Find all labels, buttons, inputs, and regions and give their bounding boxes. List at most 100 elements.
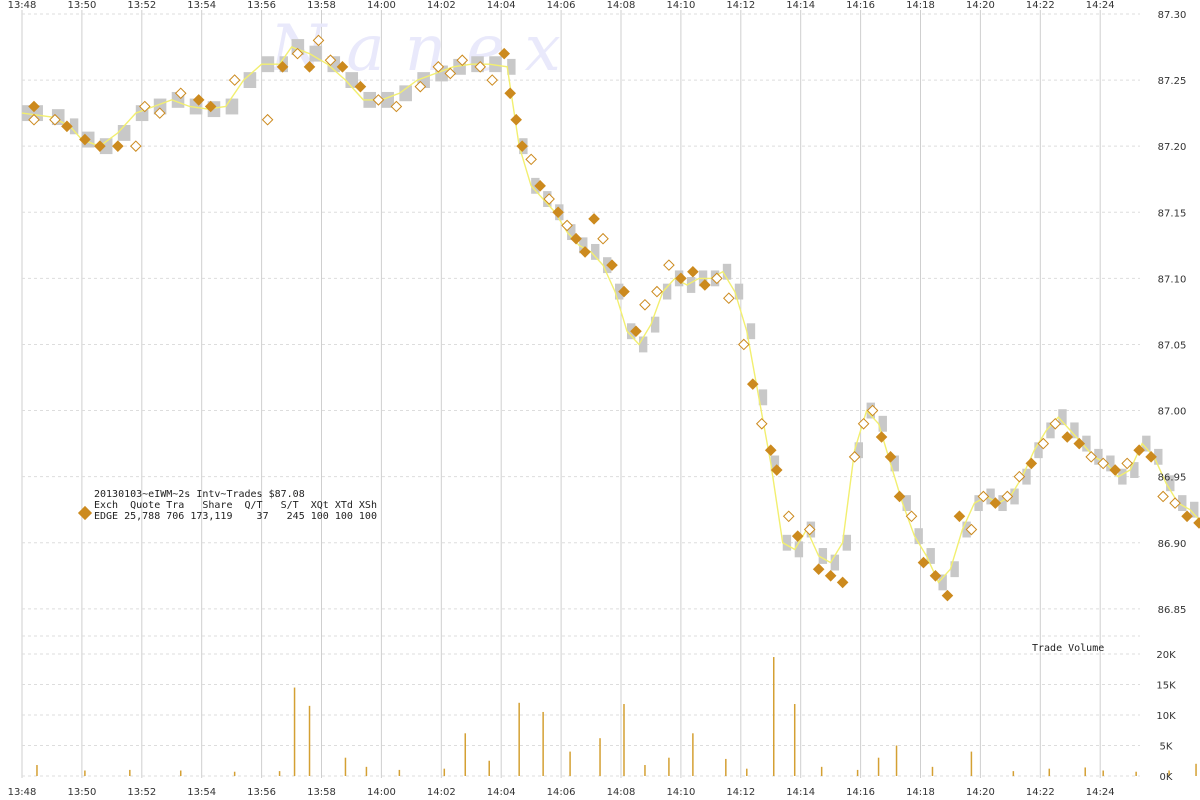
- legend-title: 20130103~eIWM~2s Intv~Trades $87.08: [94, 489, 305, 500]
- nbbo-band-segment: [1118, 468, 1127, 485]
- x-tick-label-top: 14:06: [547, 0, 576, 11]
- volume-bar: [488, 760, 490, 776]
- volume-bar: [1084, 767, 1086, 776]
- volume-bar: [398, 769, 401, 776]
- x-tick-label-top: 14:14: [786, 0, 815, 11]
- volume-bar: [970, 751, 973, 776]
- trade-marker: [444, 67, 457, 80]
- volume-bar: [365, 766, 368, 776]
- trade-marker: [1145, 451, 1157, 463]
- volume-bar: [793, 704, 796, 776]
- trade-marker: [28, 100, 40, 113]
- trade-marker: [543, 193, 555, 205]
- nbbo-band-segment: [914, 528, 923, 545]
- trade-marker: [534, 180, 546, 192]
- trade-marker: [1121, 457, 1133, 470]
- nbbo-band-segment: [1094, 448, 1103, 465]
- x-tick-label-bottom: 13:56: [247, 787, 276, 798]
- trade-marker: [651, 285, 663, 298]
- price-tick-label: 87.05: [1158, 340, 1187, 351]
- volume-bar: [464, 733, 467, 776]
- nbbo-band-segment: [782, 534, 792, 551]
- nbbo-band-segment: [22, 105, 43, 122]
- volume-bar: [772, 657, 775, 776]
- nbbo-band-segment: [926, 548, 935, 564]
- nbbo-band-segment: [399, 85, 412, 102]
- nbbo-band-segment: [818, 548, 828, 564]
- trade-marker: [675, 272, 687, 285]
- trade-marker: [1133, 444, 1145, 457]
- price-tick-label: 87.10: [1158, 274, 1187, 285]
- trade-marker: [884, 451, 897, 463]
- x-tick-label-top: 14:04: [487, 0, 516, 11]
- trade-marker: [456, 54, 469, 67]
- price-tick-label: 87.15: [1158, 208, 1187, 219]
- trade-marker: [639, 298, 651, 311]
- trade-marker: [579, 246, 591, 258]
- nbbo-band-segment: [1034, 442, 1043, 459]
- trade-marker: [803, 523, 816, 536]
- trade-marker: [893, 490, 906, 503]
- nbbo-band-segment: [117, 125, 131, 141]
- price-tick-label: 86.85: [1158, 605, 1187, 616]
- volume-bar: [344, 757, 347, 776]
- trade-marker: [630, 325, 642, 338]
- volume-bar: [308, 705, 311, 776]
- x-tick-label-bottom: 14:06: [547, 787, 576, 798]
- x-tick-label-bottom: 13:58: [307, 787, 336, 798]
- nbbo-band-segment: [722, 263, 732, 280]
- nbbo-band-segment: [309, 45, 323, 62]
- volume-bar: [36, 765, 38, 776]
- x-tick-label-bottom: 13:54: [187, 787, 216, 798]
- volume-tick-label: 15K: [1156, 681, 1176, 692]
- volume-panel-title: Trade Volume: [1032, 643, 1104, 654]
- x-tick-label-top: 14:24: [1086, 0, 1115, 11]
- trade-marker: [699, 279, 711, 291]
- volume-bar: [443, 768, 446, 776]
- nbbo-band-segment: [842, 534, 852, 551]
- x-tick-label-bottom: 14:12: [726, 787, 755, 798]
- trade-marker: [723, 292, 735, 304]
- trade-marker: [663, 259, 675, 271]
- volume-bar: [1048, 768, 1051, 776]
- volume-bar: [644, 765, 646, 776]
- trade-marker: [414, 80, 427, 93]
- nbbo-band-segment: [1070, 422, 1079, 439]
- nbbo-band-segment: [770, 455, 780, 472]
- volume-bar: [1195, 763, 1197, 776]
- nbbo-band-segment: [902, 495, 911, 512]
- trade-marker: [770, 464, 783, 476]
- trade-marker: [905, 510, 918, 523]
- trade-marker: [261, 113, 274, 126]
- volume-bar: [1168, 770, 1170, 776]
- trade-marker: [965, 523, 978, 536]
- trade-marker-layer: [28, 34, 1200, 602]
- legend-header: Exch Quote Tra Share Q/T S/T XQt XTd XSh: [94, 500, 377, 511]
- nbbo-band-segment: [830, 554, 840, 571]
- x-tick-label-bottom: 14:04: [487, 787, 516, 798]
- trade-marker: [1073, 437, 1086, 450]
- volume-bar: [820, 766, 823, 776]
- trade-marker: [588, 213, 600, 225]
- trade-marker: [61, 120, 73, 133]
- nbbo-band-segment: [1130, 462, 1139, 478]
- trade-marker: [746, 378, 759, 390]
- trade-marker: [516, 140, 528, 152]
- trade-marker: [953, 510, 966, 523]
- trade-marker: [204, 100, 217, 113]
- x-tick-label-top: 13:52: [127, 0, 156, 11]
- nbbo-band-segment: [746, 323, 756, 340]
- nbbo-band-segment: [591, 243, 600, 260]
- trade-marker: [130, 140, 142, 152]
- nbbo-band-segment: [734, 283, 744, 300]
- nbbo-band-segment: [1106, 455, 1115, 472]
- x-tick-label-top: 13:58: [307, 0, 336, 11]
- trade-marker: [764, 444, 777, 457]
- x-tick-label-bottom: 14:02: [427, 787, 456, 798]
- trade-marker: [138, 100, 151, 113]
- nbbo-band-segment: [1046, 422, 1055, 439]
- x-tick-label-bottom: 14:10: [666, 787, 695, 798]
- volume-bar: [599, 738, 601, 776]
- trade-marker: [1085, 451, 1098, 463]
- volume-bar: [1135, 771, 1137, 776]
